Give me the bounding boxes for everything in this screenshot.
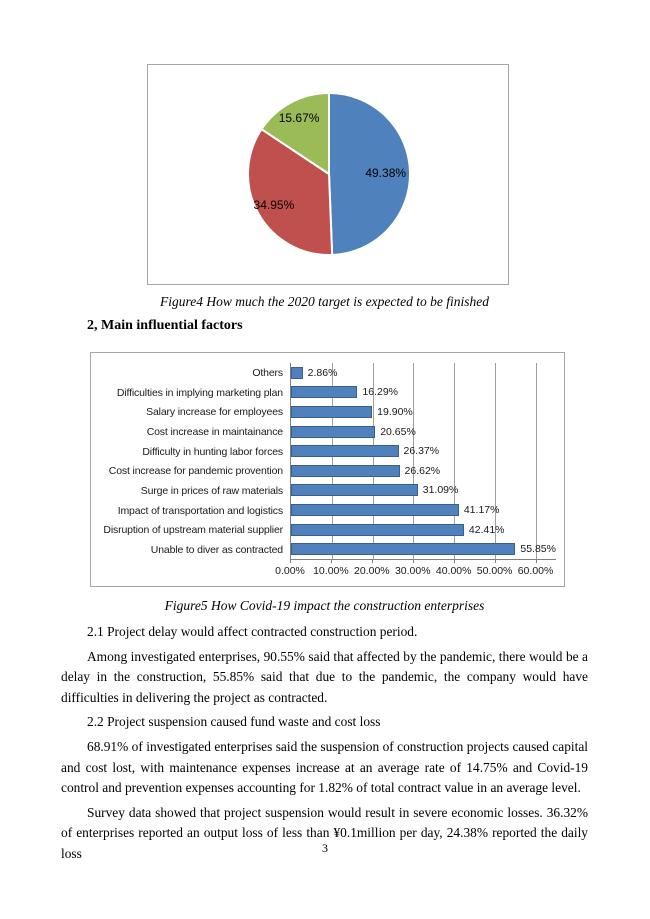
pie-chart-figure4: 49.38% 34.95% 15.67% xyxy=(147,64,509,285)
bar-value-label: 42.41% xyxy=(468,523,505,536)
bar-plot-area: 2.86% 16.29% 19.90% 20.65% 26.37% 26.62% xyxy=(290,363,556,560)
x-tick-mark xyxy=(412,560,414,563)
paragraph-survey-losses: Survey data showed that project suspensi… xyxy=(61,804,588,861)
bar-chart-grid: Others Difficulties in implying marketing… xyxy=(93,363,556,584)
pie-data-label: 15.67% xyxy=(278,111,320,126)
pie-slice xyxy=(328,92,412,256)
bar xyxy=(291,464,400,477)
bar-value-label: 20.65% xyxy=(380,425,416,438)
bar xyxy=(291,405,373,418)
bar-axis-spacer xyxy=(93,560,290,584)
x-tick-label: 60.00% xyxy=(517,565,554,577)
bar-row: 55.85% xyxy=(291,539,556,559)
x-tick-mark xyxy=(371,560,373,563)
bar-category-label: Difficulty in hunting labor forces xyxy=(142,445,283,458)
bar-row: 16.29% xyxy=(291,383,556,403)
pie-data-label: 34.95% xyxy=(253,197,295,212)
bar-value-label: 2.86% xyxy=(307,366,338,379)
bar-value-label: 31.09% xyxy=(422,484,459,497)
gridline xyxy=(331,363,333,559)
bar xyxy=(291,366,303,379)
bar xyxy=(291,484,418,497)
bar-category-label: Cost increase for pandemic provention xyxy=(108,465,283,478)
bar-value-label: 55.85% xyxy=(520,543,556,556)
bar xyxy=(291,523,464,536)
bar-value-label: 26.37% xyxy=(403,445,440,458)
x-tick-mark xyxy=(535,560,537,563)
gridline xyxy=(413,363,415,559)
subsection-2-2-heading: 2.2 Project suspension caused fund waste… xyxy=(87,714,381,730)
x-tick-label: 0.00% xyxy=(275,565,305,577)
pie-data-label: 49.38% xyxy=(365,165,407,180)
bar xyxy=(291,386,358,399)
pie-slice xyxy=(260,92,330,175)
x-tick-label: 10.00% xyxy=(313,565,349,577)
bar-category-label: Unable to diver as contracted xyxy=(150,544,283,557)
bar-value-label: 19.90% xyxy=(377,405,413,418)
bar-row: 42.41% xyxy=(291,520,556,540)
bar-row: 31.09% xyxy=(291,481,556,501)
bar-category-label: Difficulties in implying marketing plan xyxy=(116,386,283,399)
bar-category-label: Cost increase in maintainance xyxy=(146,425,283,438)
bar-row: 19.90% xyxy=(291,402,556,422)
figure5-caption: Figure5 How Covid-19 impact the construc… xyxy=(164,598,485,613)
x-tick-mark xyxy=(453,560,455,563)
paragraph-project-delay: Among investigated enterprises, 90.55% s… xyxy=(61,648,588,705)
bar-row: 20.65% xyxy=(291,422,556,442)
bar-category-label: Disruption of upstream material supplier xyxy=(103,524,283,537)
bar-row: 41.17% xyxy=(291,500,556,520)
gridline xyxy=(494,363,496,559)
bar-value-label: 41.17% xyxy=(463,503,500,516)
x-tick-mark xyxy=(330,560,332,563)
figure4-caption: Figure4 How much the 2020 target is expe… xyxy=(160,294,489,309)
bar xyxy=(291,543,516,556)
bar-category-labels: Others Difficulties in implying marketing… xyxy=(93,363,290,560)
subsection-2-1-heading: 2.1 Project delay would affect contracte… xyxy=(87,624,418,639)
page-number: 3 xyxy=(322,841,328,855)
bar-row: 26.37% xyxy=(291,441,556,461)
x-tick-mark xyxy=(290,560,291,563)
pie-svg xyxy=(247,92,412,256)
bar-x-axis: 0.00% 10.00% 20.00% 30.00% 40.00% 50.00% 60.00… xyxy=(275,560,556,584)
x-tick-label: 40.00% xyxy=(435,565,472,577)
bar-category-label: Impact of transportation and logistics xyxy=(117,504,283,517)
bar-value-label: 16.29% xyxy=(362,386,399,399)
bar-row: 2.86% xyxy=(291,363,556,383)
gridline xyxy=(454,363,456,559)
paragraph-fund-waste: 68.91% of investigated enterprises said … xyxy=(61,738,588,796)
x-tick-label: 30.00% xyxy=(394,565,431,577)
x-tick-mark xyxy=(494,560,496,563)
x-tick-label: 20.00% xyxy=(354,565,390,577)
bar-category-label: Surge in prices of raw materials xyxy=(140,485,283,498)
bar-value-label: 26.62% xyxy=(404,464,441,477)
gridline xyxy=(535,363,537,559)
bar-chart-figure5: Others Difficulties in implying marketing… xyxy=(90,352,565,587)
pie-slice xyxy=(247,128,334,256)
section-heading: 2, Main influential factors xyxy=(87,318,243,333)
bar xyxy=(291,445,399,458)
bar-category-label: Others xyxy=(252,366,283,379)
x-tick-label: 50.00% xyxy=(476,565,513,577)
bar xyxy=(291,425,376,438)
gridline xyxy=(372,363,374,559)
bar-row: 26.62% xyxy=(291,461,556,481)
body-text: 2.1 Project delay would affect contracte… xyxy=(61,622,588,869)
bar-category-label: Salary increase for employees xyxy=(146,406,283,419)
bar xyxy=(291,503,459,516)
